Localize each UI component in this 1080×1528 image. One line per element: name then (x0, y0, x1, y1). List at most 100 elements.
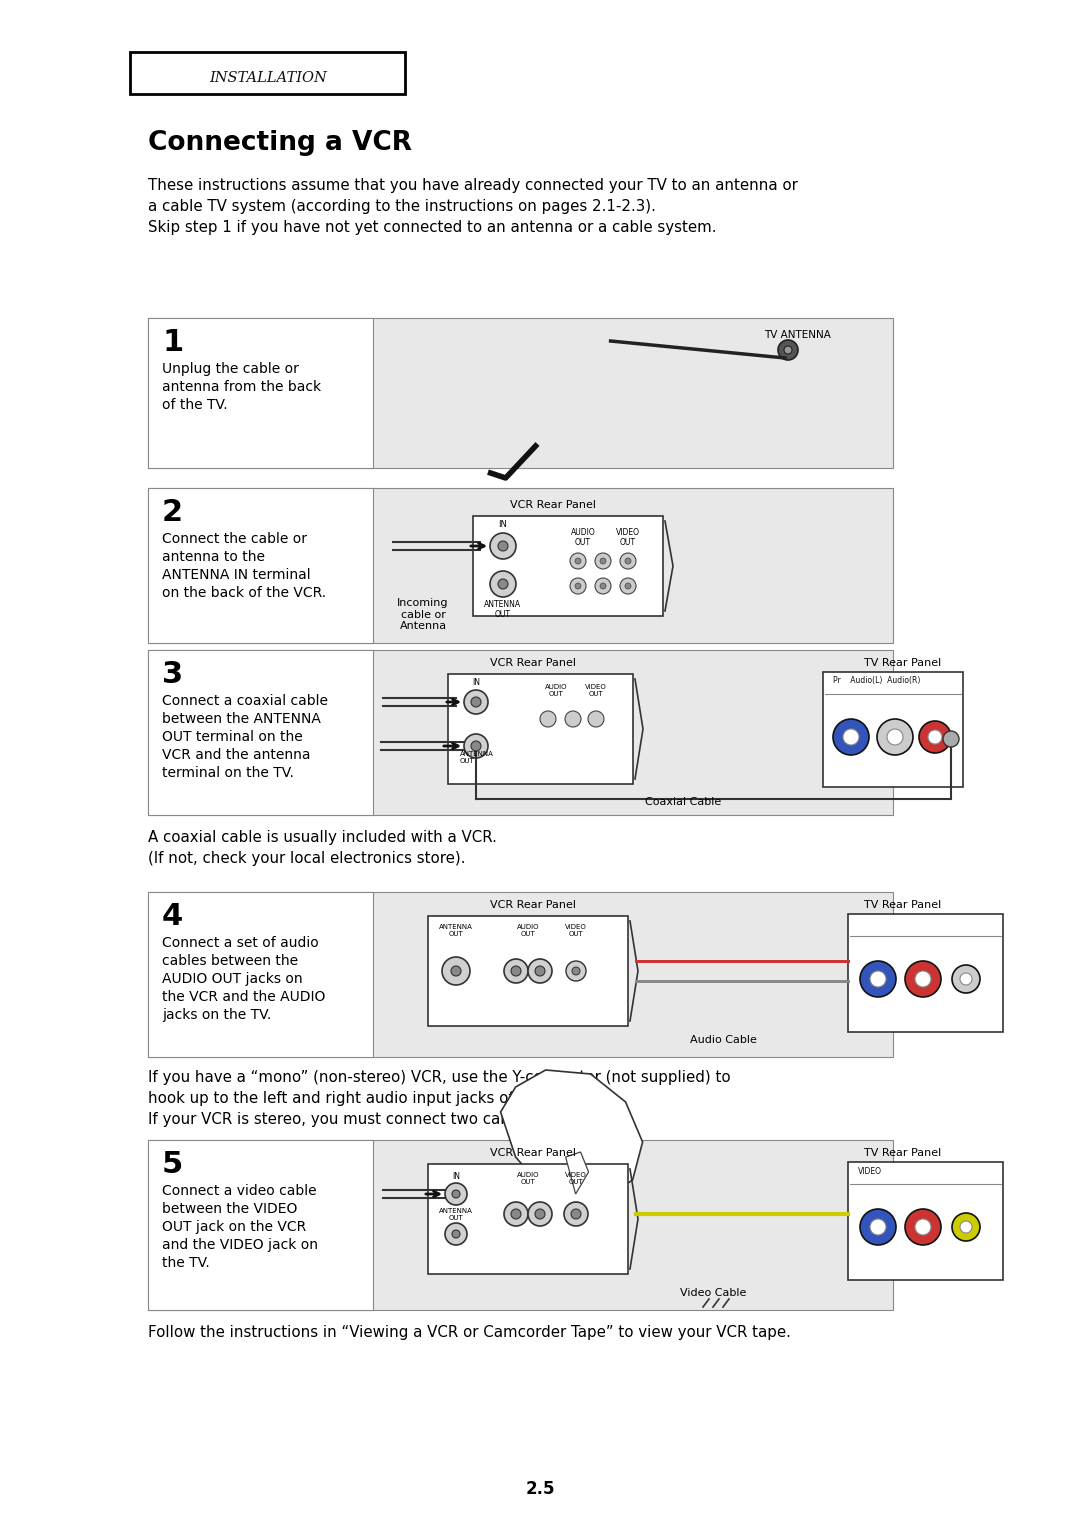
Bar (148, 318, 893, 468)
Circle shape (860, 1209, 896, 1245)
Circle shape (464, 733, 488, 758)
Polygon shape (566, 1152, 589, 1193)
Text: IN: IN (472, 678, 480, 688)
Text: a cable TV system (according to the instructions on pages 2.1-2.3).: a cable TV system (according to the inst… (148, 199, 656, 214)
Circle shape (600, 558, 606, 564)
Text: (If not, check your local electronics store).: (If not, check your local electronics st… (148, 851, 465, 866)
Bar (823, 672, 963, 787)
Text: Connect a coaxial cable: Connect a coaxial cable (162, 694, 328, 707)
Circle shape (843, 729, 859, 746)
Text: IN: IN (499, 520, 508, 529)
Circle shape (565, 711, 581, 727)
Circle shape (575, 558, 581, 564)
Circle shape (451, 966, 461, 976)
Circle shape (625, 558, 631, 564)
Circle shape (870, 970, 886, 987)
Circle shape (595, 578, 611, 594)
Text: Incoming
cable or
Antenna: Incoming cable or Antenna (397, 597, 449, 631)
Circle shape (960, 973, 972, 986)
Text: hook up to the left and right audio input jacks of the TV.: hook up to the left and right audio inpu… (148, 1091, 570, 1106)
Text: Coaxial Cable: Coaxial Cable (645, 798, 721, 807)
Text: IN: IN (453, 1172, 460, 1181)
Bar (848, 914, 1003, 1031)
Text: ANTENNA
OUT: ANTENNA OUT (460, 750, 494, 764)
Bar (448, 674, 633, 784)
Circle shape (928, 730, 942, 744)
Text: VCR Rear Panel: VCR Rear Panel (490, 1148, 576, 1158)
Circle shape (566, 961, 586, 981)
Circle shape (570, 578, 586, 594)
Circle shape (588, 711, 604, 727)
Text: and the VIDEO jack on: and the VIDEO jack on (162, 1238, 318, 1251)
Text: between the ANTENNA: between the ANTENNA (162, 712, 321, 726)
Text: Video Cable: Video Cable (679, 1288, 746, 1297)
Circle shape (540, 711, 556, 727)
Circle shape (572, 967, 580, 975)
Text: ANTENNA IN terminal: ANTENNA IN terminal (162, 568, 311, 582)
Circle shape (570, 553, 586, 568)
Text: 5: 5 (162, 1151, 184, 1180)
Text: If you have a “mono” (non-stereo) VCR, use the Y-connector (not supplied) to: If you have a “mono” (non-stereo) VCR, u… (148, 1070, 731, 1085)
Text: Audio Cable: Audio Cable (689, 1034, 756, 1045)
Circle shape (528, 960, 552, 983)
Circle shape (887, 729, 903, 746)
Text: If your VCR is stereo, you must connect two cables.: If your VCR is stereo, you must connect … (148, 1112, 536, 1128)
Circle shape (535, 1209, 545, 1219)
Text: Pr    Audio(L)  Audio(R): Pr Audio(L) Audio(R) (833, 675, 920, 685)
Circle shape (471, 697, 481, 707)
Circle shape (453, 1230, 460, 1238)
Text: terminal on the TV.: terminal on the TV. (162, 766, 294, 779)
Text: ANTENNA
OUT: ANTENNA OUT (485, 601, 522, 619)
Circle shape (620, 578, 636, 594)
Bar (148, 892, 893, 1057)
Circle shape (528, 1203, 552, 1225)
Circle shape (511, 966, 521, 976)
Text: the TV.: the TV. (162, 1256, 210, 1270)
Text: TV Rear Panel: TV Rear Panel (864, 900, 942, 911)
Circle shape (564, 1203, 588, 1225)
Text: VIDEO
OUT: VIDEO OUT (585, 685, 607, 697)
Text: AUDIO
OUT: AUDIO OUT (516, 924, 539, 937)
Bar (428, 1164, 627, 1274)
Circle shape (571, 1209, 581, 1219)
Text: on the back of the VCR.: on the back of the VCR. (162, 587, 326, 601)
Circle shape (919, 721, 951, 753)
Circle shape (511, 1209, 521, 1219)
Bar (148, 892, 373, 1057)
Text: antenna from the back: antenna from the back (162, 380, 321, 394)
Text: 3: 3 (162, 660, 184, 689)
Circle shape (943, 730, 959, 747)
Text: VCR and the antenna: VCR and the antenna (162, 749, 311, 762)
Text: of the TV.: of the TV. (162, 397, 228, 413)
Circle shape (951, 966, 980, 993)
Circle shape (453, 1190, 460, 1198)
Circle shape (915, 970, 931, 987)
Bar (428, 915, 627, 1025)
Text: These instructions assume that you have already connected your TV to an antenna : These instructions assume that you have … (148, 177, 798, 193)
Circle shape (905, 1209, 941, 1245)
Circle shape (915, 1219, 931, 1235)
Text: 1: 1 (162, 329, 184, 358)
Circle shape (504, 960, 528, 983)
Circle shape (490, 533, 516, 559)
Text: VCR Rear Panel: VCR Rear Panel (490, 659, 576, 668)
Bar (130, 52, 405, 95)
Circle shape (575, 584, 581, 588)
Text: TV Rear Panel: TV Rear Panel (864, 659, 942, 668)
Circle shape (625, 584, 631, 588)
Circle shape (464, 691, 488, 714)
Bar (848, 1161, 1003, 1280)
Text: TV ANTENNA: TV ANTENNA (765, 330, 832, 341)
Circle shape (600, 584, 606, 588)
Text: VCR Rear Panel: VCR Rear Panel (490, 900, 576, 911)
Text: OUT jack on the VCR: OUT jack on the VCR (162, 1219, 307, 1235)
Text: between the VIDEO: between the VIDEO (162, 1203, 297, 1216)
Circle shape (905, 961, 941, 996)
Text: A coaxial cable is usually included with a VCR.: A coaxial cable is usually included with… (148, 830, 497, 845)
Circle shape (498, 541, 508, 552)
Text: VIDEO: VIDEO (858, 1167, 882, 1177)
Circle shape (595, 553, 611, 568)
Circle shape (951, 1213, 980, 1241)
Circle shape (504, 1203, 528, 1225)
Bar (148, 487, 373, 643)
